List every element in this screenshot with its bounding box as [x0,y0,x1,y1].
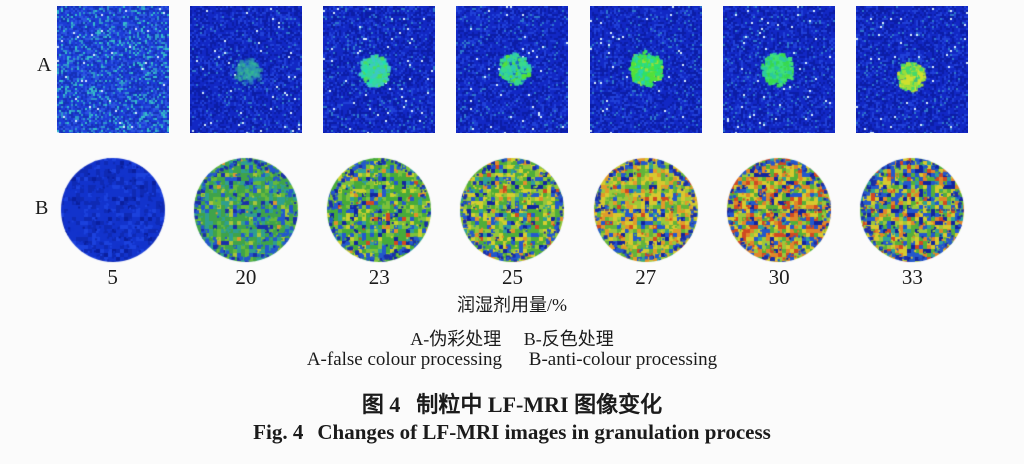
row-b-label: B [35,197,49,219]
legend-en-b: B-anti-colour processing [528,349,718,370]
dosage-label: 27 [635,265,657,289]
figure-caption-zh: 图 4 制粒中 LF-MRI 图像变化 [0,387,1024,419]
mri-image-b-3 [326,157,433,263]
dosage-label: 33 [901,265,923,289]
figure-caption-en: Fig. 4 Changes of LF-MRI images in granul… [0,420,1024,445]
legend-zh: A-伪彩处理 B-反色处理 [0,325,1024,351]
figure-caption-en-text: Changes of LF-MRI images in granulation … [317,420,771,444]
mri-image-a-5 [589,6,702,133]
dosage-label: 30 [768,265,790,289]
row-a-false-colour-images [46,6,979,133]
mri-image-b-6 [726,157,833,263]
figure-caption-zh-text: 制粒中 LF-MRI 图像变化 [416,392,663,417]
dosage-label: 5 [107,265,118,289]
legend-zh-a: A-伪彩处理 [410,329,502,349]
figure-number-zh: 图 4 [361,392,401,417]
dosage-tick-labels: 5 20 23 25 27 30 33 [46,266,979,288]
mri-image-b-7 [859,157,966,263]
legend-en-a: A-false colour processing [306,349,503,370]
mri-image-b-1 [59,157,166,263]
x-axis-label: 润湿剂用量/% [457,295,567,315]
dosage-label: 25 [501,265,523,289]
figure-number-en: Fig. 4 [253,420,304,444]
mri-image-b-5 [592,157,699,263]
mri-image-a-7 [856,6,969,133]
dosage-label: 23 [368,265,390,289]
row-b-anti-colour-images [46,157,979,263]
dosage-label: 20 [235,265,257,289]
mri-image-a-2 [189,6,302,133]
mri-image-a-1 [56,6,169,133]
legend-zh-b: B-反色处理 [523,329,614,349]
legend-en: A-false colour processing B-anti-colour … [0,349,1024,371]
mri-image-b-4 [459,157,566,263]
mri-image-a-4 [456,6,569,133]
mri-image-a-6 [723,6,836,133]
mri-image-a-3 [323,6,436,133]
mri-image-b-2 [192,157,299,263]
row-a-label: A [37,54,52,76]
